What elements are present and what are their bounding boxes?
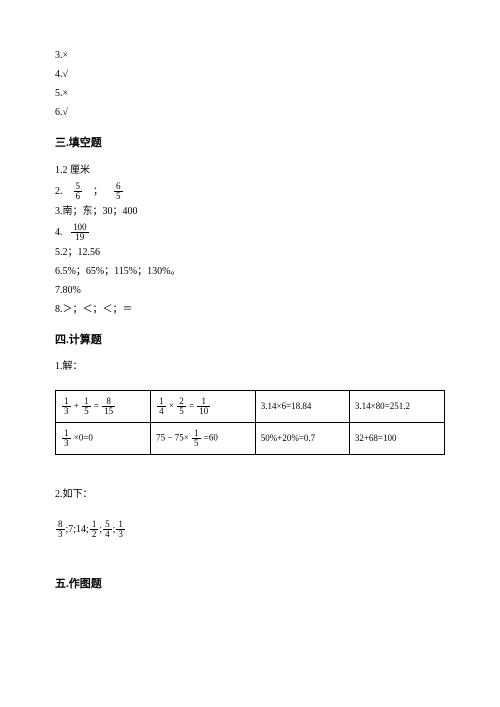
cell-r1c1: 13 + 15 = 815	[56, 391, 151, 423]
frac-den: 15	[102, 407, 115, 416]
frac-den: 4	[157, 407, 166, 416]
frac-den: 3	[62, 407, 71, 416]
op: +	[74, 401, 79, 411]
section-5-title: 五.作图题	[55, 576, 445, 594]
expr-text: ;	[99, 524, 102, 535]
fill-8: 8.＞；＜；＜；＝	[55, 302, 445, 318]
table-row: 13 + 15 = 815 14 × 25 = 110 3.14×6=18.84…	[56, 391, 445, 423]
cell-r2c3: 50%+20%=0.7	[255, 423, 349, 455]
frac-den: 5	[114, 192, 123, 201]
cell-r2c4: 32+68=100	[349, 423, 444, 455]
op: =	[189, 401, 194, 411]
frac-den: 2	[90, 530, 99, 539]
calc-table: 13 + 15 = 815 14 × 25 = 110 3.14×6=18.84…	[55, 390, 445, 455]
frac-den: 6	[74, 192, 83, 201]
fill-1: 1.2 厘米	[55, 163, 445, 179]
frac-den: 5	[82, 407, 91, 416]
cell-r2c1: 13 ×0=0	[56, 423, 151, 455]
cell-text: =60	[204, 433, 218, 443]
fill-7: 7.80%	[55, 283, 445, 299]
fill-2-frac-2: 6 5	[114, 182, 123, 201]
cell-r1c3: 3.14×6=18.84	[255, 391, 349, 423]
frac-den: 3	[116, 530, 125, 539]
op: ×	[169, 401, 174, 411]
fill-2: 2. 5 6 ； 6 5	[55, 182, 445, 201]
tf-item-5: 5.×	[55, 86, 445, 102]
calc-2-label: 2.如下：	[55, 487, 445, 503]
cell-r1c4: 3.14×80=251.2	[349, 391, 444, 423]
table-row: 13 ×0=0 75 − 75× 15 =60 50%+20%=0.7 32+6…	[56, 423, 445, 455]
frac-den: 5	[177, 407, 186, 416]
cell-text: ×0=0	[74, 433, 93, 443]
frac-den: 3	[62, 439, 71, 448]
cell-text: 75 − 75×	[156, 433, 191, 443]
cell-r1c2: 14 × 25 = 110	[151, 391, 256, 423]
frac-den: 5	[192, 439, 201, 448]
fill-2-prefix: 2.	[55, 185, 63, 196]
frac-den: 4	[103, 530, 112, 539]
fill-6: 6.5%；65%；115%；130%。	[55, 264, 445, 280]
section-4-title: 四.计算题	[55, 332, 445, 350]
tf-item-4: 4.√	[55, 67, 445, 83]
calc-2-expr: 83;7;14;12;54;13	[55, 520, 445, 539]
fill-4: 4. 100 19	[55, 223, 445, 242]
op: =	[94, 401, 99, 411]
fill-5: 5.2；12.56	[55, 245, 445, 261]
fill-2-frac-1: 5 6	[74, 182, 83, 201]
fill-2-sep: ；	[93, 185, 103, 196]
cell-r2c2: 75 − 75× 15 =60	[151, 423, 256, 455]
frac-den: 10	[197, 407, 210, 416]
fill-4-prefix: 4.	[55, 226, 63, 237]
section-3-title: 三.填空题	[55, 135, 445, 153]
expr-text: ;7;14;	[66, 524, 89, 535]
frac-den: 3	[56, 530, 65, 539]
frac-den: 19	[71, 233, 89, 242]
calc-1-label: 1.解：	[55, 359, 445, 375]
fill-4-frac: 100 19	[71, 223, 89, 242]
tf-item-3: 3.×	[55, 48, 445, 64]
fill-3: 3.南；东；30；400	[55, 204, 445, 220]
tf-item-6: 6.√	[55, 105, 445, 121]
expr-text: ;	[113, 524, 116, 535]
